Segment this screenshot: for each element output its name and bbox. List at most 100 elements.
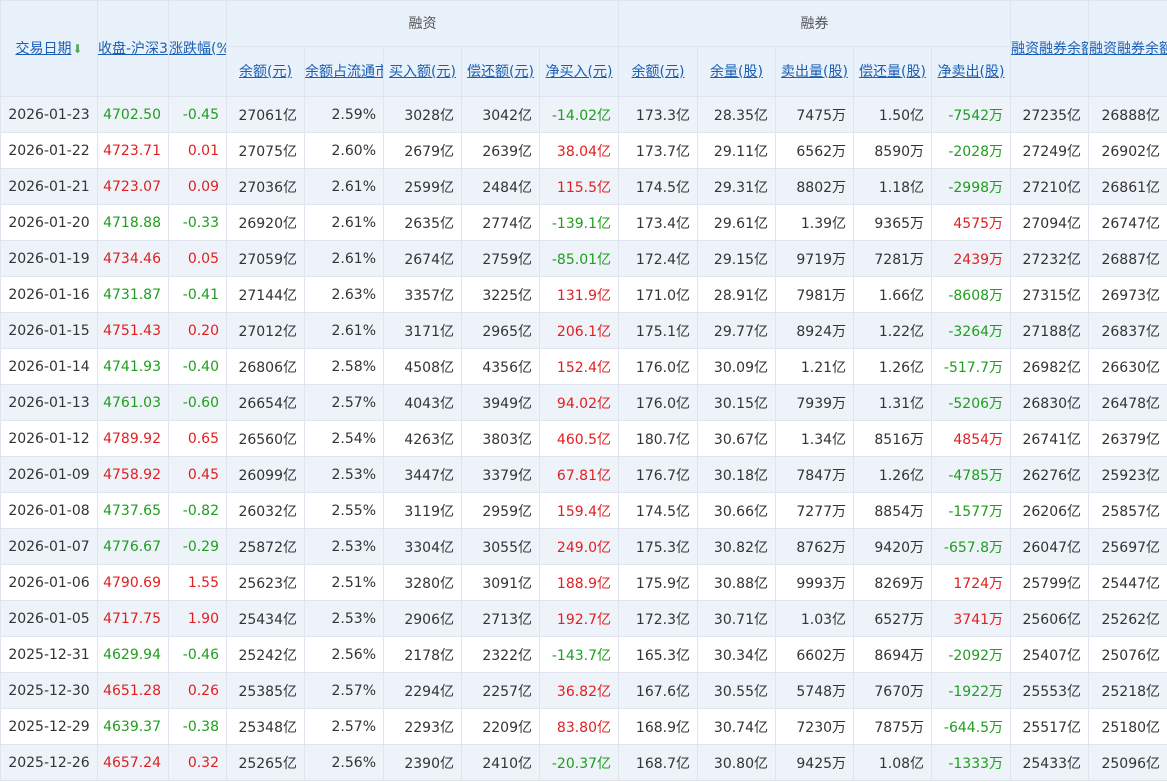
header-mg-ratio[interactable]: 余额占流通市值比 <box>304 46 384 97</box>
cell-mg-net: 460.5亿 <box>538 420 620 457</box>
cell-change: -0.40 <box>168 348 227 385</box>
table-row: 2026-01-06 4790.69 1.55 25623亿 2.51% 3280亿 309… <box>0 564 1167 601</box>
cell-date: 2026-01-22 <box>0 132 98 169</box>
cell-mg-repay: 3042亿 <box>461 96 540 133</box>
header-sh-sell[interactable]: 卖出量(股) <box>775 46 855 97</box>
cell-mg-ratio: 2.53% <box>304 528 384 565</box>
cell-close: 4758.92 <box>97 456 169 493</box>
table-row: 2026-01-16 4731.87 -0.41 27144亿 2.63% 3357亿 32… <box>0 276 1167 313</box>
cell-change: -0.41 <box>168 276 227 313</box>
cell-sh-balance: 172.4亿 <box>618 240 699 277</box>
cell-total-balance: 27188亿 <box>1010 312 1090 349</box>
cell-sh-volume: 30.67亿 <box>697 420 777 457</box>
header-mg-balance[interactable]: 余额(元) <box>226 46 305 97</box>
cell-sh-sell: 8762万 <box>775 528 855 565</box>
header-date[interactable]: 交易日期⬇ <box>0 0 98 97</box>
cell-sh-volume: 30.15亿 <box>697 384 777 421</box>
cell-mg-buy: 4043亿 <box>383 384 462 421</box>
cell-mg-repay: 2209亿 <box>461 708 540 745</box>
cell-mg-balance: 26806亿 <box>226 348 305 385</box>
cell-total-balance: 26830亿 <box>1010 384 1090 421</box>
header-margin-group: 融资 <box>225 0 620 47</box>
cell-close: 4789.92 <box>97 420 169 457</box>
cell-change: 0.45 <box>168 456 227 493</box>
cell-sh-sell: 7475万 <box>775 96 855 133</box>
table-row: 2025-12-30 4651.28 0.26 25385亿 2.57% 2294亿 225… <box>0 672 1167 709</box>
header-mg-repay[interactable]: 偿还额(元) <box>461 46 540 97</box>
cell-mg-buy: 2674亿 <box>383 240 462 277</box>
cell-change: 0.65 <box>168 420 227 457</box>
header-date-label[interactable]: 交易日期 <box>15 40 72 57</box>
table-row: 2026-01-08 4737.65 -0.82 26032亿 2.55% 3119亿 29… <box>0 492 1167 529</box>
cell-mg-balance: 25872亿 <box>226 528 305 565</box>
cell-mg-balance: 27036亿 <box>226 168 305 205</box>
cell-sh-sell: 9719万 <box>775 240 855 277</box>
cell-mg-repay: 3949亿 <box>461 384 540 421</box>
cell-change: 0.20 <box>168 312 227 349</box>
down-arrow-icon[interactable]: ⬇ <box>72 41 83 56</box>
cell-close: 4718.88 <box>97 204 169 241</box>
cell-mg-repay: 2257亿 <box>461 672 540 709</box>
header-sh-balance[interactable]: 余额(元) <box>618 46 699 97</box>
cell-sh-repay: 7670万 <box>853 672 933 709</box>
header-sh-net[interactable]: 净卖出(股) <box>931 46 1012 97</box>
header-sh-repay[interactable]: 偿还量(股) <box>853 46 933 97</box>
header-total-balance[interactable]: 融资融券余额(元) <box>1010 0 1090 97</box>
cell-sh-repay: 6527万 <box>853 600 933 637</box>
cell-mg-buy: 3028亿 <box>383 96 462 133</box>
cell-sh-repay: 7281万 <box>853 240 933 277</box>
cell-mg-ratio: 2.60% <box>304 132 384 169</box>
cell-total-balance: 27249亿 <box>1010 132 1090 169</box>
header-mg-buy[interactable]: 买入额(元) <box>383 46 462 97</box>
cell-diff-balance: 25923亿 <box>1088 456 1167 493</box>
header-sh-volume[interactable]: 余量(股) <box>697 46 777 97</box>
cell-sh-repay: 7875万 <box>853 708 933 745</box>
cell-mg-balance: 27061亿 <box>226 96 305 133</box>
cell-sh-sell: 7981万 <box>775 276 855 313</box>
table-row: 2026-01-19 4734.46 0.05 27059亿 2.61% 2674亿 275… <box>0 240 1167 277</box>
cell-sh-net: -3264万 <box>931 312 1012 349</box>
cell-mg-repay: 2322亿 <box>461 636 540 673</box>
cell-mg-repay: 2959亿 <box>461 492 540 529</box>
cell-mg-ratio: 2.55% <box>304 492 384 529</box>
cell-sh-balance: 176.0亿 <box>618 384 699 421</box>
header-diff-balance[interactable]: 融资融券余额差值(元) <box>1088 0 1167 97</box>
table-body: 2026-01-23 4702.50 -0.45 27061亿 2.59% 3028亿 30… <box>0 96 1167 781</box>
cell-mg-buy: 3119亿 <box>383 492 462 529</box>
cell-total-balance: 25553亿 <box>1010 672 1090 709</box>
cell-sh-net: 2439万 <box>931 240 1012 277</box>
table-row: 2026-01-20 4718.88 -0.33 26920亿 2.61% 2635亿 27… <box>0 204 1167 241</box>
header-short-group: 融券 <box>618 0 1012 47</box>
cell-date: 2026-01-06 <box>0 564 98 601</box>
cell-sh-volume: 28.91亿 <box>697 276 777 313</box>
cell-sh-balance: 168.7亿 <box>618 744 699 781</box>
cell-sh-volume: 29.61亿 <box>697 204 777 241</box>
cell-diff-balance: 25096亿 <box>1088 744 1167 781</box>
cell-sh-repay: 1.50亿 <box>853 96 933 133</box>
cell-sh-balance: 175.3亿 <box>618 528 699 565</box>
header-mg-net[interactable]: 净买入(元) <box>538 46 620 97</box>
cell-change: -0.60 <box>168 384 227 421</box>
table-row: 2026-01-13 4761.03 -0.60 26654亿 2.57% 4043亿 39… <box>0 384 1167 421</box>
header-close[interactable]: 收盘-沪深300 <box>97 0 169 97</box>
header-change[interactable]: 涨跌幅(%)-沪深300 <box>168 0 227 97</box>
cell-change: 0.26 <box>168 672 227 709</box>
cell-sh-net: -7542万 <box>931 96 1012 133</box>
cell-sh-net: -2998万 <box>931 168 1012 205</box>
cell-total-balance: 26982亿 <box>1010 348 1090 385</box>
cell-mg-buy: 2906亿 <box>383 600 462 637</box>
cell-sh-volume: 29.11亿 <box>697 132 777 169</box>
cell-sh-balance: 171.0亿 <box>618 276 699 313</box>
cell-sh-net: -2092万 <box>931 636 1012 673</box>
cell-sh-volume: 30.18亿 <box>697 456 777 493</box>
cell-mg-buy: 3304亿 <box>383 528 462 565</box>
cell-total-balance: 25407亿 <box>1010 636 1090 673</box>
cell-sh-repay: 8590万 <box>853 132 933 169</box>
cell-total-balance: 25606亿 <box>1010 600 1090 637</box>
cell-mg-ratio: 2.57% <box>304 672 384 709</box>
cell-change: -0.38 <box>168 708 227 745</box>
cell-sh-net: -1577万 <box>931 492 1012 529</box>
cell-diff-balance: 25697亿 <box>1088 528 1167 565</box>
cell-diff-balance: 25262亿 <box>1088 600 1167 637</box>
cell-sh-sell: 7230万 <box>775 708 855 745</box>
